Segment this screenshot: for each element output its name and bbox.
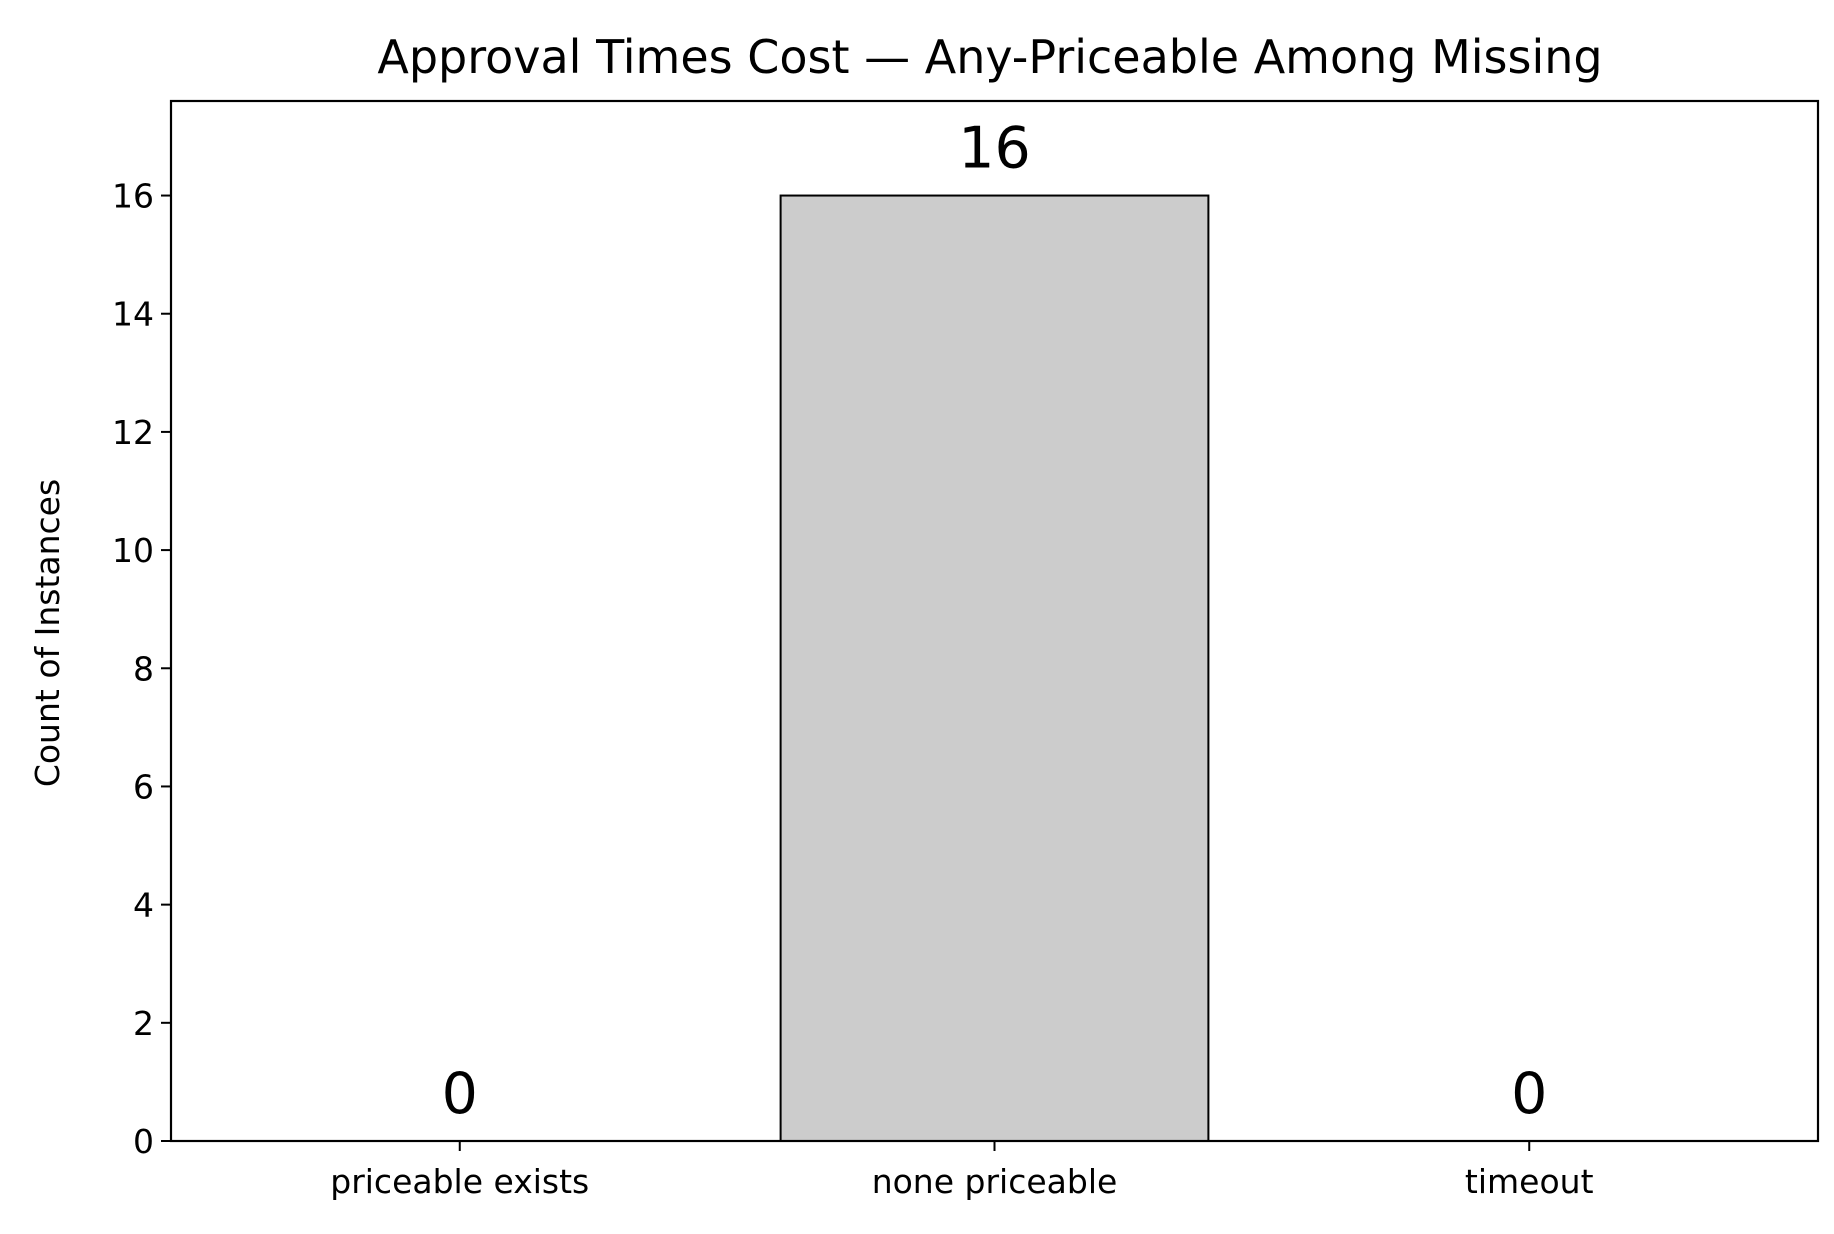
data-label-2: 16 (958, 116, 1031, 182)
x-axis-ticks: priceable exists none priceable timeout (330, 1141, 1594, 1201)
bar-2 (779, 194, 1210, 1142)
data-label-1: 0 (442, 1061, 478, 1127)
data-labels: 0 16 0 (442, 116, 1548, 1127)
data-label-3: 0 (1511, 1061, 1547, 1127)
plot-area-frame (169, 99, 1820, 1143)
y-tick-label: 16 (112, 177, 154, 216)
x-tick-label: priceable exists (330, 1162, 589, 1201)
x-tick-label: none priceable (872, 1162, 1118, 1201)
y-tick-label: 14 (112, 295, 154, 334)
y-axis-label: Count of Instances (28, 479, 67, 787)
y-tick-label: 0 (133, 1122, 154, 1161)
bars (779, 194, 1210, 1142)
y-tick-label: 6 (133, 767, 154, 806)
chart-title: Approval Times Cost — Any-Priceable Amon… (377, 30, 1602, 84)
y-tick-label: 8 (133, 649, 154, 688)
y-tick-label: 10 (112, 531, 154, 570)
x-tick-label: timeout (1465, 1162, 1594, 1201)
y-axis-ticks: 0 2 4 6 8 10 12 14 16 (112, 177, 171, 1161)
y-tick-label: 12 (112, 413, 154, 452)
y-tick-label: 2 (133, 1004, 154, 1043)
y-tick-label: 4 (133, 886, 154, 925)
